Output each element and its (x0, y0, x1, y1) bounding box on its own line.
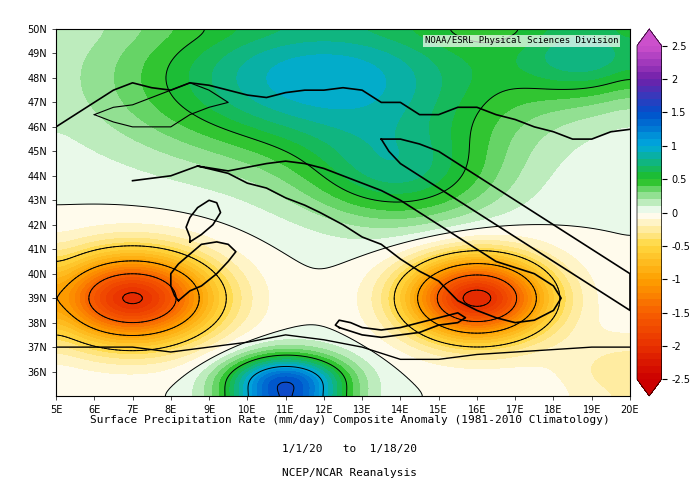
PathPatch shape (637, 29, 662, 46)
Text: NOAA/ESRL Physical Sciences Division: NOAA/ESRL Physical Sciences Division (425, 36, 619, 45)
Text: 1/1/20   to  1/18/20: 1/1/20 to 1/18/20 (283, 444, 417, 454)
Text: Surface Precipitation Rate (mm/day) Composite Anomaly (1981-2010 Climatology): Surface Precipitation Rate (mm/day) Comp… (90, 415, 610, 425)
Text: NCEP/NCAR Reanalysis: NCEP/NCAR Reanalysis (283, 469, 417, 478)
PathPatch shape (637, 379, 662, 396)
